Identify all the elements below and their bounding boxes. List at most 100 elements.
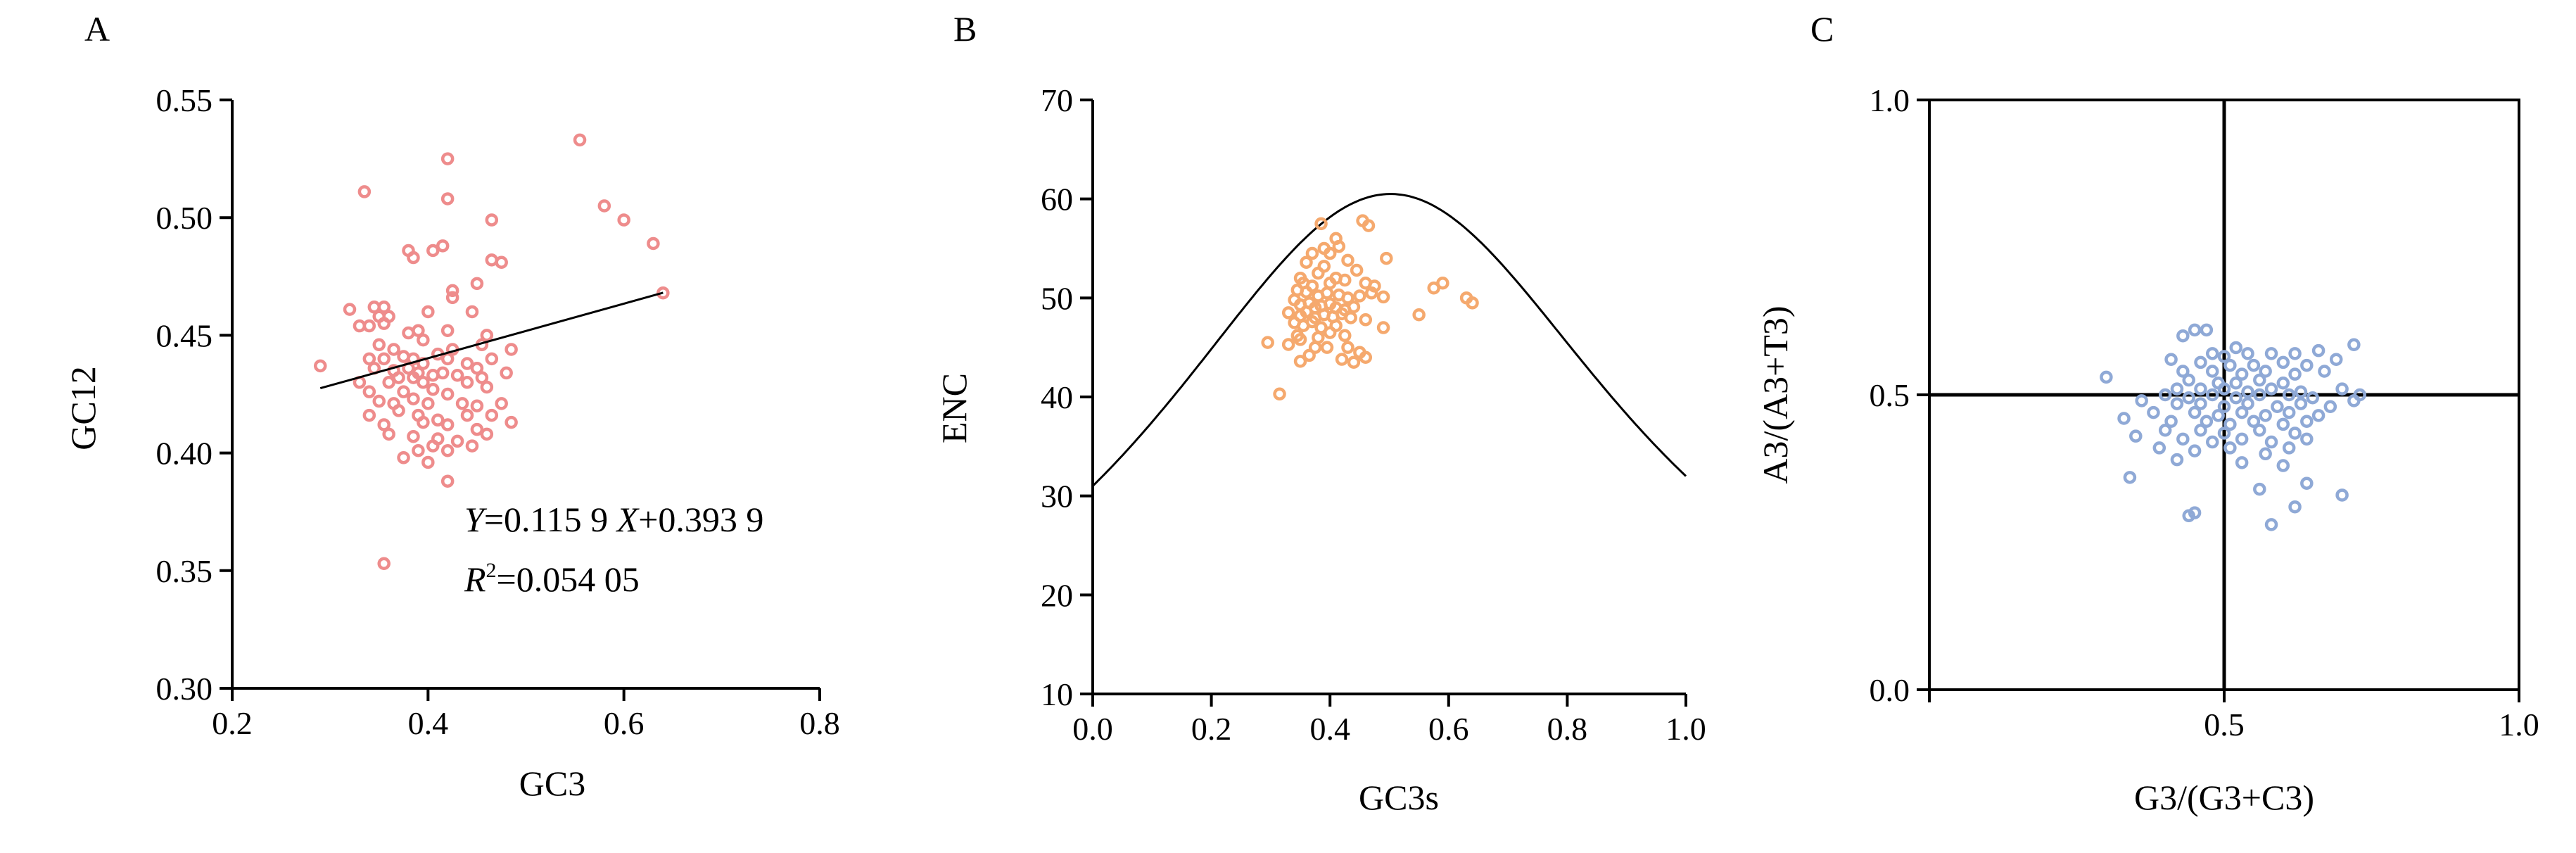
data-point (440, 192, 455, 206)
data-point (2264, 382, 2278, 396)
data-point (445, 284, 459, 298)
data-point (412, 444, 425, 457)
data-point (2264, 518, 2278, 531)
data-point (480, 427, 494, 441)
y-tick-label: 0.0 (1870, 672, 1910, 708)
data-point (314, 359, 327, 373)
data-point (2152, 441, 2166, 455)
data-point (2194, 397, 2207, 410)
data-point (656, 286, 670, 300)
data-point (1320, 341, 1334, 354)
panel-a-regression-line (319, 291, 664, 390)
data-point (2253, 424, 2266, 437)
data-point (421, 305, 435, 319)
data-point (1300, 305, 1313, 319)
panel-b-scatter: 0.0 0.2 0.4 0.6 0.8 1.0 10 20 30 40 50 60 70 GC3s EN… (934, 82, 1706, 817)
data-point (2212, 409, 2225, 422)
data-point (372, 394, 386, 408)
data-point (2194, 424, 2207, 437)
data-point (470, 399, 484, 412)
data-point (377, 301, 391, 314)
data-point (485, 213, 499, 227)
data-point (2205, 388, 2219, 402)
data-point (460, 357, 474, 370)
data-point (1261, 336, 1274, 349)
data-point (357, 185, 372, 198)
data-point (2188, 323, 2202, 337)
data-point (1364, 286, 1378, 300)
x-tick-label: 0.2 (1191, 711, 1232, 747)
x-tick-label: 0.4 (408, 705, 449, 741)
data-point (1305, 315, 1319, 329)
data-point (485, 408, 499, 422)
data-point (2194, 355, 2207, 369)
panel-label-c: C (1810, 9, 1834, 49)
data-point (2259, 365, 2272, 378)
data-point (2282, 388, 2296, 402)
data-point (495, 397, 508, 410)
data-point (450, 368, 464, 382)
data-point (2217, 350, 2231, 363)
data-point (1312, 266, 1325, 280)
data-point (2182, 509, 2195, 523)
data-point (1359, 313, 1373, 327)
data-point (1332, 239, 1346, 253)
y-tick-label: 0.30 (156, 671, 213, 707)
data-point (421, 397, 435, 410)
data-point (2223, 358, 2237, 372)
panel-b-points (1261, 214, 1479, 401)
data-point (2288, 367, 2302, 381)
y-tick-label: 50 (1041, 280, 1073, 316)
y-tick-label: 0.45 (156, 317, 213, 353)
x-tick-label: 0.4 (1309, 711, 1350, 747)
data-point (470, 361, 484, 375)
data-point (2176, 329, 2190, 343)
data-point (2176, 365, 2190, 378)
data-point (2311, 409, 2326, 422)
data-point (460, 408, 474, 422)
data-point (1347, 300, 1361, 314)
x-tick-label: 0.5 (2204, 707, 2245, 743)
data-point (2182, 391, 2195, 405)
data-point (2129, 429, 2143, 443)
data-point (2253, 373, 2266, 387)
x-tick-label: 0.0 (1072, 711, 1113, 747)
y-tick-label: 0.5 (1870, 377, 1910, 413)
data-point (505, 415, 518, 429)
data-point (377, 317, 391, 330)
data-point (470, 422, 484, 436)
data-point (2335, 382, 2349, 396)
data-point (392, 371, 405, 384)
data-point (455, 397, 469, 410)
data-point (470, 277, 484, 291)
data-point (440, 418, 455, 431)
data-point (417, 415, 430, 429)
data-point (407, 429, 420, 443)
data-point (1350, 263, 1364, 277)
data-point (2264, 347, 2278, 360)
data-point (440, 444, 455, 457)
data-point (2235, 432, 2249, 446)
data-point (377, 557, 391, 571)
data-point (2347, 338, 2361, 352)
data-point (2205, 347, 2219, 360)
data-point (1323, 326, 1337, 339)
data-point (362, 352, 376, 366)
data-point (2271, 400, 2284, 414)
data-point (1293, 355, 1307, 368)
data-point (2276, 417, 2290, 431)
data-point (2229, 391, 2243, 405)
data-point (436, 366, 450, 380)
data-point (353, 319, 367, 333)
data-point (460, 376, 474, 389)
data-point (2264, 435, 2278, 449)
data-point (417, 376, 430, 389)
panel-c-y-title: A3/(A3+T3) (1756, 305, 1795, 484)
data-point (1412, 308, 1426, 322)
data-point (2300, 415, 2314, 428)
data-point (2123, 471, 2137, 484)
data-point (2300, 358, 2314, 372)
data-point (2241, 385, 2254, 399)
data-point (2259, 447, 2272, 461)
data-point (2223, 417, 2237, 431)
